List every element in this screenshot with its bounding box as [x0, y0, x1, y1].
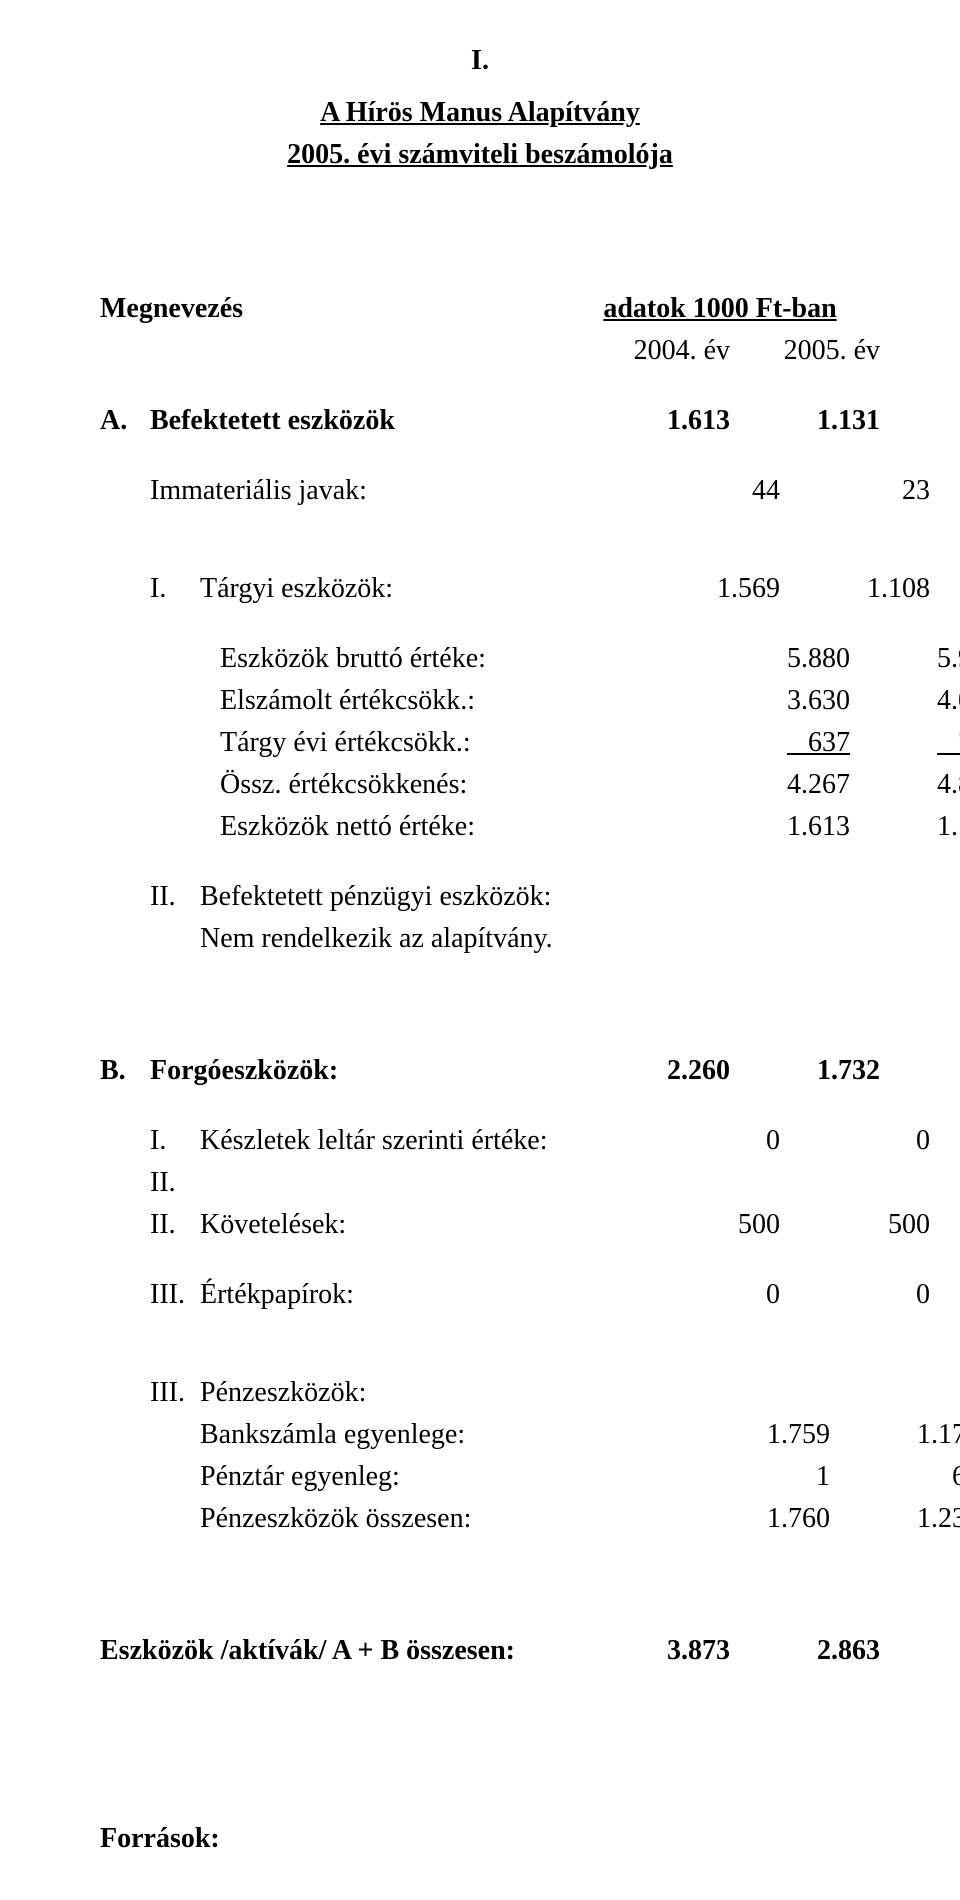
table-row: Eszközök nettó értéke: 1.613 1.131	[100, 806, 860, 848]
section-marker: I.	[100, 40, 860, 82]
b-iii-ep-y1: 0	[630, 1274, 780, 1316]
pz-row2-label: Pénzeszközök összesen:	[100, 1498, 680, 1540]
ai-row4-y1: 1.613	[700, 806, 850, 848]
b-row2-marker: II.	[150, 1204, 200, 1246]
ai-label: Tárgyi eszközök:	[200, 573, 393, 604]
penz-heading: III.Pénzeszközök:	[100, 1372, 860, 1414]
ai-row0-label: Eszközök bruttó értéke:	[100, 638, 700, 680]
ai-y1: 1.569	[630, 568, 780, 610]
aii-row: II.Befektetett pénzügyi eszközök:	[100, 876, 860, 918]
b-row1-y2	[780, 1162, 930, 1204]
ai-row2-label: Tárgy évi értékcsökk.:	[100, 722, 700, 764]
header-adatok: adatok 1000 Ft-ban	[603, 293, 836, 324]
table-row: Eszközök bruttó értéke: 5.880 5.940	[100, 638, 860, 680]
b-row1-marker: II.	[150, 1162, 200, 1204]
table-row: II.Követelések: 500 500	[100, 1204, 860, 1246]
ai-row2-y1: 637	[787, 727, 850, 758]
immaterialis-y1: 44	[630, 470, 780, 512]
b-label: Forgóeszközök:	[150, 1055, 338, 1086]
b-iii-ep-y2: 0	[780, 1274, 930, 1316]
b-iii-pz-marker: III.	[150, 1372, 200, 1414]
ai-row4-label: Eszközök nettó értéke:	[100, 806, 700, 848]
total-y1: 3.873	[580, 1630, 730, 1672]
a-label: Befektetett eszközök	[150, 405, 395, 436]
b-iii-ep-label: Értékpapírok:	[200, 1279, 354, 1310]
pz-row0-label: Bankszámla egyenlege:	[100, 1414, 680, 1456]
table-row: Pénzeszközök összesen: 1.760 1.232	[100, 1498, 860, 1540]
total-label: Eszközök /aktívák/ A + B összesen:	[100, 1630, 580, 1672]
b-y1: 2.260	[580, 1050, 730, 1092]
header-years: 2004. év 2005. év	[100, 330, 860, 372]
a-y1: 1.613	[580, 400, 730, 442]
ai-row0-y1: 5.880	[700, 638, 850, 680]
b-marker: B.	[100, 1050, 150, 1092]
ai-y2: 1.108	[780, 568, 930, 610]
total-row: Eszközök /aktívák/ A + B összesen: 3.873…	[100, 1630, 860, 1672]
ai-row1-y1: 3.630	[700, 680, 850, 722]
immaterialis-label: Immateriális javak:	[100, 470, 630, 512]
b-row0-y2: 0	[780, 1120, 930, 1162]
pz-row2-y1: 1.760	[680, 1498, 830, 1540]
b-y2: 1.732	[730, 1050, 880, 1092]
table-row: Össz. értékcsökkenés: 4.267 4.809	[100, 764, 860, 806]
header-row: Megnevezés adatok 1000 Ft-ban	[100, 288, 860, 330]
table-row: Bankszámla egyenlege: 1.759 1.170	[100, 1414, 860, 1456]
header-year1: 2004. év	[580, 330, 730, 372]
table-row: Elszámolt értékcsökk.: 3.630 4.075	[100, 680, 860, 722]
immaterialis-y2: 23	[780, 470, 930, 512]
aii-row2: Nem rendelkezik az alapítvány.	[100, 918, 860, 960]
table-row: Tárgy évi értékcsökk.: 637 734	[100, 722, 860, 764]
b-row2-y1: 500	[630, 1204, 780, 1246]
ai-row4-y2: 1.131	[850, 806, 960, 848]
b-row0-marker: I.	[150, 1120, 200, 1162]
pz-row1-y2: 62	[830, 1456, 960, 1498]
ai-row3-y1: 4.267	[700, 764, 850, 806]
targyi-row: I.Tárgyi eszközök: 1.569 1.108	[100, 568, 860, 610]
ai-row2-y2: 734	[937, 727, 960, 758]
ertekpapirok-row: III.Értékpapírok: 0 0	[100, 1274, 860, 1316]
b-row2-label: Követelések:	[200, 1209, 346, 1240]
section-a: A.Befektetett eszközök 1.613 1.131	[100, 400, 860, 442]
b-row0-label: Készletek leltár szerinti értéke:	[200, 1125, 547, 1156]
table-row: II.	[100, 1162, 860, 1204]
pz-row2-y2: 1.232	[830, 1498, 960, 1540]
title-line-2: 2005. évi számviteli beszámolója	[100, 134, 860, 176]
pz-row0-y2: 1.170	[830, 1414, 960, 1456]
b-iii-ep-marker: III.	[150, 1274, 200, 1316]
a-y2: 1.131	[730, 400, 880, 442]
document-page: I. A Hírös Manus Alapítvány 2005. évi sz…	[0, 0, 960, 1900]
ai-row1-label: Elszámolt értékcsökk.:	[100, 680, 700, 722]
pz-row1-label: Pénztár egyenleg:	[100, 1456, 680, 1498]
b-row1-y1	[630, 1162, 780, 1204]
pz-row1-y1: 1	[680, 1456, 830, 1498]
ai-row3-label: Össz. értékcsökkenés:	[100, 764, 700, 806]
b-row2-y2: 500	[780, 1204, 930, 1246]
forrasok-heading: Források:	[100, 1818, 860, 1860]
pz-row0-y1: 1.759	[680, 1414, 830, 1456]
aii-line1: Befektetett pénzügyi eszközök:	[200, 881, 551, 912]
header-megnevezes: Megnevezés	[100, 288, 580, 330]
section-b: B.Forgóeszközök: 2.260 1.732	[100, 1050, 860, 1092]
aii-line2: Nem rendelkezik az alapítvány.	[100, 918, 680, 960]
table-row: I.Készletek leltár szerinti értéke: 0 0	[100, 1120, 860, 1162]
header-year2: 2005. év	[730, 330, 880, 372]
b-iii-pz-heading: Pénzeszközök:	[200, 1377, 366, 1408]
ai-row3-y2: 4.809	[850, 764, 960, 806]
ai-row0-y2: 5.940	[850, 638, 960, 680]
table-row: Pénztár egyenleg: 1 62	[100, 1456, 860, 1498]
b-row0-y1: 0	[630, 1120, 780, 1162]
immaterialis-row: Immateriális javak: 44 23	[100, 470, 860, 512]
aii-marker: II.	[150, 876, 200, 918]
ai-marker: I.	[150, 568, 200, 610]
a-marker: A.	[100, 400, 150, 442]
title-line-1: A Hírös Manus Alapítvány	[100, 92, 860, 134]
ai-row1-y2: 4.075	[850, 680, 960, 722]
total-y2: 2.863	[730, 1630, 880, 1672]
